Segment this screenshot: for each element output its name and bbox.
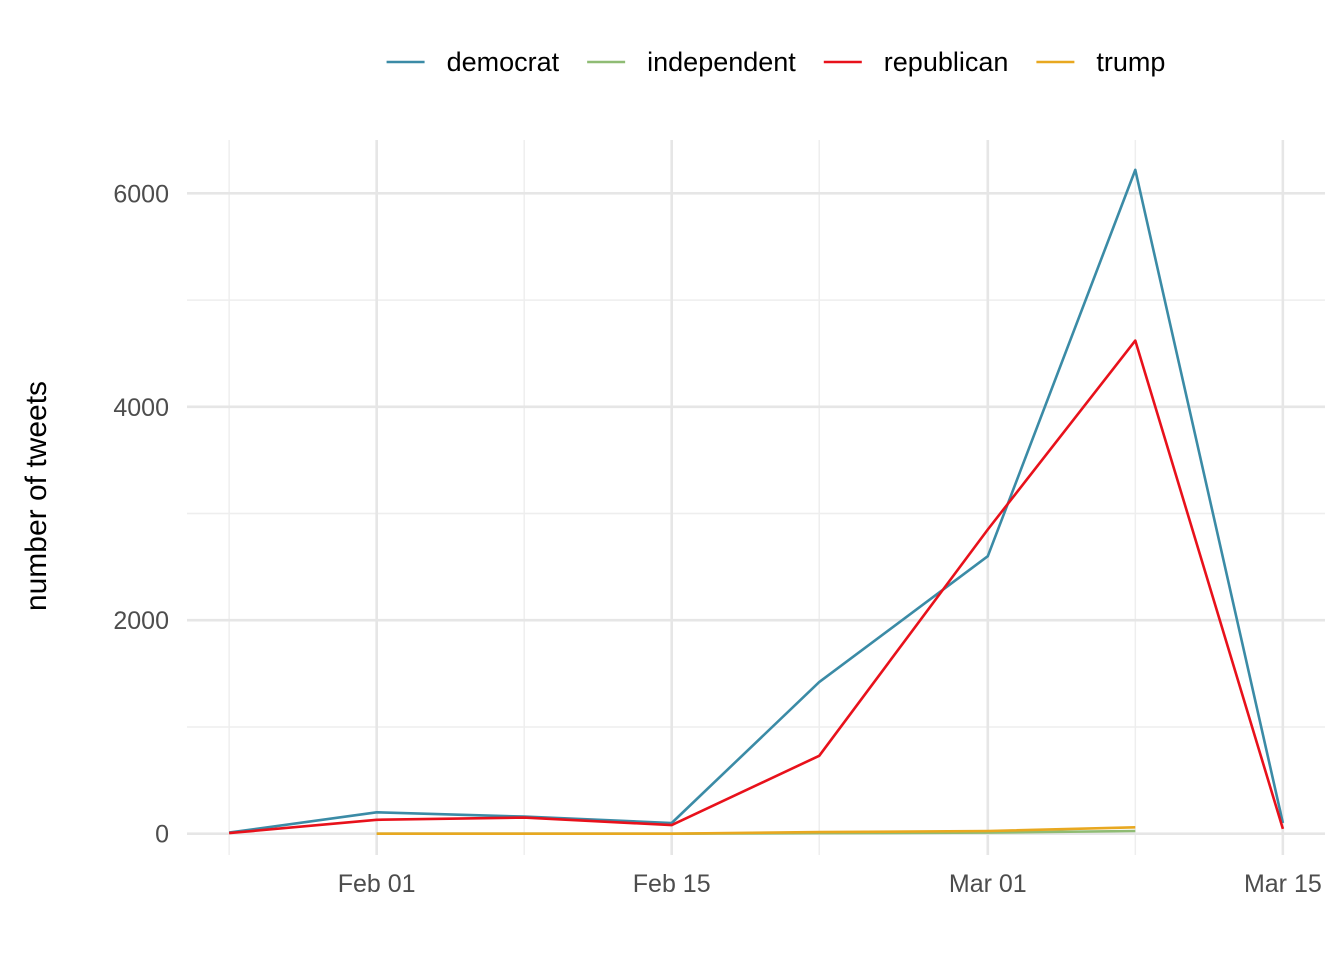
y-axis-ticks: 0 2000 4000 6000 [113,180,169,848]
grid [187,140,1325,855]
legend-label: democrat [447,47,560,77]
x-tick-label: Mar 15 [1244,870,1322,898]
y-tick-label: 4000 [113,394,169,422]
series-line-democrat [228,168,1285,834]
y-axis-title: number of tweets [20,381,53,611]
series-lines [228,168,1285,836]
legend-item-republican: republican [823,47,1009,77]
legend-label: republican [884,47,1009,77]
x-axis-ticks: Feb 01 Feb 15 Mar 01 Mar 15 [338,870,1322,898]
legend-label: trump [1096,47,1165,77]
legend-label: independent [647,47,796,77]
x-tick-label: Feb 01 [338,870,416,898]
legend-item-independent: independent [587,47,796,77]
y-tick-label: 0 [155,821,169,849]
series-line-trump [376,826,1136,836]
legend-item-trump: trump [1036,47,1165,77]
y-tick-label: 2000 [113,607,169,635]
y-tick-label: 6000 [113,180,169,208]
x-tick-label: Feb 15 [633,870,711,898]
series-line-republican [228,339,1285,835]
legend: democrat independent republican trump [386,47,1165,77]
x-tick-label: Mar 01 [949,870,1027,898]
legend-item-democrat: democrat [386,47,560,77]
